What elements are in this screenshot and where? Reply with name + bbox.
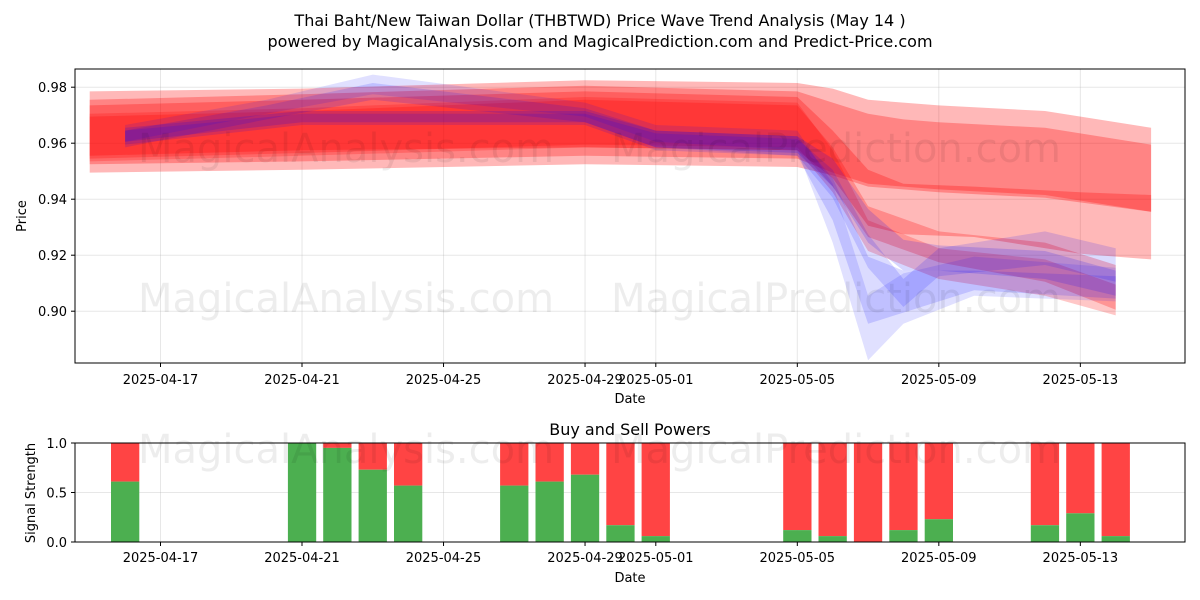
buy-bar [570,474,600,542]
price-x-tick-label: 2025-05-13 [1043,373,1119,388]
price-plot-frame [74,68,1186,364]
signal-x-label: Date [614,571,645,586]
watermark-5: MagicalAnalysis.com [138,427,554,473]
signal-y-tick-label: 0.5 [46,487,67,502]
watermark-1: MagicalAnalysis.com [138,126,554,172]
price-y-tick-label: 0.92 [38,249,67,264]
sell-bar [606,443,635,526]
buy-bar [783,530,812,542]
price-plot-area [75,69,1185,363]
signal-x-tick-label: 2025-05-13 [1043,551,1119,566]
signal-bars [111,443,1130,542]
sell-bar [1101,443,1130,537]
sell-bar [358,443,387,470]
buy-bar [535,481,564,542]
buy-bar [606,525,635,542]
signal-x-tick-label: 2025-05-01 [618,551,694,566]
price-x-tick-label: 2025-05-09 [901,373,977,388]
sell-bar [570,443,600,475]
blue-band-6 [125,83,1116,324]
signal-x-tick-label: 2025-05-09 [901,551,977,566]
red-band-2 [89,91,1152,260]
price-x-tick-label: 2025-04-25 [406,373,482,388]
price-x-tick-label: 2025-05-01 [618,373,694,388]
sell-bar [1066,443,1095,514]
price-y-tick-label: 0.94 [38,193,67,208]
signal-y-tick-label: 1.0 [46,437,67,452]
red-band-4 [89,97,1116,316]
chart-title: Thai Baht/New Taiwan Dollar (THBTWD) Pri… [293,11,905,30]
buy-bar [924,519,953,542]
red-band-1 [89,85,1152,212]
sell-bar [889,443,918,531]
chart-subtitle: powered by MagicalAnalysis.com and Magic… [267,32,932,51]
red-band-0 [89,80,1152,212]
buy-bar [394,485,423,542]
watermark-3: MagicalAnalysis.com [138,276,554,322]
signal-y-axis: 0.0 0.5 1.0 [46,437,75,551]
signal-x-tick-label: 2025-04-17 [123,551,199,566]
sell-bar [853,443,883,542]
price-panel: MagicalAnalysis.com MagicalPrediction.co… [15,68,1186,407]
signal-title: Buy and Sell Powers [549,420,711,439]
price-x-axis: 2025-04-17 2025-04-21 2025-04-25 2025-04-29… [123,363,1118,388]
signal-x-tick-label: 2025-05-05 [760,551,836,566]
buy-bar [1030,525,1060,542]
signal-y-tick-label: 0.0 [46,536,67,551]
sell-bar [1030,443,1060,526]
red-band-3 [89,99,1116,310]
buy-bar [323,447,352,542]
signal-y-label: Signal Strength [24,443,39,543]
sell-bar [924,443,953,520]
price-y-axis: 0.90 0.92 0.94 0.96 0.98 [38,81,75,320]
buy-bar [111,481,140,542]
sell-bar [500,443,529,486]
price-x-tick-label: 2025-04-21 [264,373,340,388]
price-bands [89,74,1152,361]
signal-panel: Buy and Sell Powers MagicalAnalysis.com … [24,420,1186,586]
buy-bar [1066,513,1095,542]
sell-bar [641,443,670,537]
buy-bar [500,485,529,542]
watermark-2: MagicalPrediction.com [611,126,1061,172]
price-x-label: Date [614,392,645,407]
buy-bar [358,469,387,542]
price-y-tick-label: 0.90 [38,305,67,320]
price-y-label: Price [15,200,30,232]
price-y-tick-label: 0.98 [38,81,67,96]
buy-bar [641,536,670,542]
sell-bar [111,443,140,482]
price-grid [75,69,1185,363]
sell-bar [535,443,564,482]
buy-bar [1101,536,1130,542]
watermark-6: MagicalPrediction.com [611,427,1061,473]
sell-bar [394,443,423,486]
blue-band-7 [125,113,1116,307]
sell-bar [783,443,812,531]
signal-x-tick-label: 2025-04-21 [264,551,340,566]
price-y-tick-label: 0.96 [38,137,67,152]
signal-x-tick-label: 2025-04-29 [547,551,623,566]
signal-x-tick-label: 2025-04-25 [406,551,482,566]
signal-x-axis: 2025-04-17 2025-04-21 2025-04-25 2025-04-29… [123,542,1118,566]
price-x-tick-label: 2025-04-17 [123,373,199,388]
buy-bar [287,443,317,542]
buy-bar [889,530,918,542]
price-x-tick-label: 2025-05-05 [760,373,836,388]
sell-bar [818,443,847,537]
sell-bar [323,443,352,448]
price-x-tick-label: 2025-04-29 [547,373,623,388]
blue-band-8 [125,111,1116,296]
buy-bar [818,536,847,542]
watermark-4: MagicalPrediction.com [611,276,1061,322]
